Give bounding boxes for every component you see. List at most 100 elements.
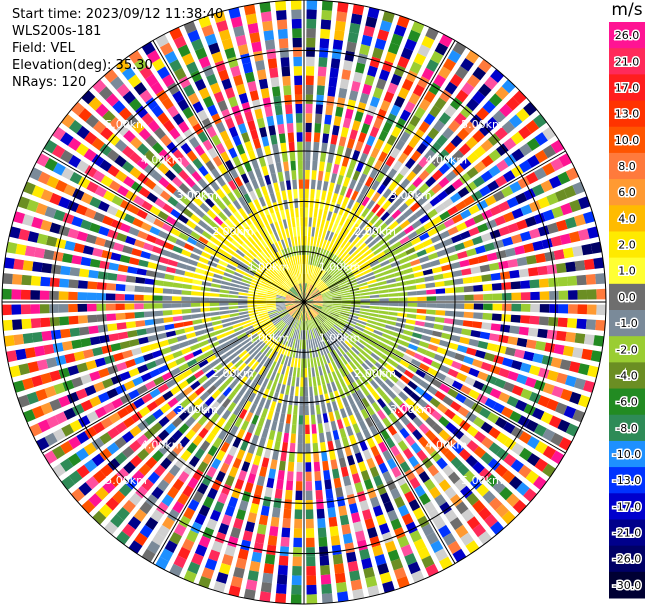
radar-gate bbox=[405, 157, 416, 170]
radar-gate bbox=[180, 142, 192, 155]
radar-gate bbox=[304, 330, 306, 340]
radar-gate bbox=[236, 428, 246, 440]
radar-gate bbox=[534, 440, 548, 455]
radar-gate bbox=[170, 208, 182, 219]
radar-gate bbox=[285, 480, 294, 491]
radar-gate bbox=[414, 208, 426, 218]
radar-gate bbox=[593, 335, 605, 347]
radar-gate bbox=[279, 311, 289, 318]
radar-gate bbox=[425, 350, 436, 359]
radar-gate bbox=[9, 226, 21, 239]
radar-gate bbox=[275, 383, 282, 393]
radar-gate bbox=[288, 328, 294, 338]
radar-gate bbox=[313, 304, 323, 307]
radar-gate bbox=[285, 414, 292, 424]
radar-gate bbox=[340, 310, 351, 314]
radar-gate bbox=[96, 303, 106, 312]
radar-gate bbox=[378, 222, 388, 232]
radar-gate bbox=[193, 273, 204, 280]
radar-gate bbox=[322, 413, 329, 423]
radar-gate bbox=[328, 182, 335, 193]
radar-gate bbox=[289, 151, 296, 162]
radar-gate bbox=[318, 313, 327, 320]
radar-gate bbox=[511, 233, 523, 244]
radar-gate bbox=[287, 237, 292, 248]
radar-gate bbox=[129, 425, 142, 438]
radar-gate bbox=[327, 507, 337, 518]
radar-gate bbox=[197, 482, 209, 495]
radar-gate bbox=[350, 307, 361, 311]
range-label: 5.00km bbox=[105, 474, 147, 487]
radar-gate bbox=[367, 239, 377, 248]
radar-gate bbox=[317, 170, 324, 181]
radar-gate bbox=[144, 414, 157, 426]
range-label: 4.00km bbox=[426, 438, 468, 451]
radar-gate bbox=[391, 354, 402, 363]
radar-gate bbox=[338, 283, 348, 289]
radar-gate bbox=[327, 253, 335, 263]
radar-gate bbox=[346, 243, 354, 253]
radar-gate bbox=[145, 326, 156, 334]
radar-gate bbox=[356, 193, 365, 204]
radar-gate bbox=[52, 463, 66, 478]
colorbar-tick-label: 26.0 bbox=[615, 29, 640, 42]
radar-gate bbox=[427, 343, 439, 352]
radar-gate bbox=[326, 278, 335, 286]
radar-gate bbox=[380, 241, 391, 250]
radar-gate bbox=[209, 293, 220, 297]
range-label: 3.00km bbox=[176, 403, 218, 416]
radar-gate bbox=[331, 544, 342, 556]
radar-gate bbox=[266, 214, 273, 225]
range-label: 2.00km bbox=[212, 225, 254, 238]
radar-gate bbox=[368, 316, 378, 321]
radar-gate bbox=[365, 16, 378, 28]
radar-gate bbox=[241, 132, 251, 143]
radar-gate bbox=[560, 202, 573, 216]
radar-gate bbox=[141, 112, 154, 126]
radar-gate bbox=[349, 414, 357, 425]
radar-gate bbox=[482, 490, 496, 504]
colorbar-segment bbox=[609, 414, 645, 442]
radar-gate bbox=[227, 180, 237, 191]
radar-gate bbox=[251, 319, 261, 325]
radar-gate bbox=[418, 255, 430, 264]
radar-gate bbox=[396, 230, 407, 240]
radar-gate bbox=[125, 321, 136, 329]
radar-gate bbox=[26, 391, 39, 405]
radar-gate bbox=[577, 304, 588, 315]
radar-gate bbox=[346, 338, 355, 346]
radar-gate bbox=[266, 369, 273, 380]
radar-gate bbox=[273, 498, 282, 509]
radar-gate bbox=[502, 357, 514, 368]
radar-gate bbox=[219, 289, 230, 294]
radar-gate bbox=[319, 346, 324, 356]
radar-gate bbox=[245, 344, 255, 352]
radar-gate bbox=[316, 180, 323, 190]
radar-gate bbox=[172, 282, 183, 289]
radar-gate bbox=[203, 246, 214, 255]
radar-gate bbox=[481, 322, 492, 330]
radar-gate bbox=[181, 308, 192, 314]
radar-gate bbox=[411, 570, 425, 583]
radar-gate bbox=[207, 147, 218, 159]
radar-gate bbox=[216, 333, 227, 340]
radar-gate bbox=[188, 455, 200, 468]
radar-gate bbox=[181, 303, 191, 308]
radar-gate bbox=[261, 136, 270, 147]
radar-gate bbox=[273, 95, 282, 106]
radar-gate bbox=[332, 326, 341, 334]
radar-gate bbox=[394, 327, 404, 334]
radar-gate bbox=[142, 242, 154, 252]
radar-gate bbox=[149, 388, 161, 399]
radar-gate bbox=[167, 397, 179, 408]
radar-gate bbox=[382, 449, 393, 462]
radar-gate bbox=[480, 361, 492, 372]
radar-gate bbox=[61, 114, 75, 128]
radar-gate bbox=[244, 452, 254, 464]
radar-gate bbox=[108, 262, 119, 271]
radar-gate bbox=[162, 74, 175, 88]
radar-gate bbox=[364, 74, 375, 86]
radar-gate bbox=[314, 317, 321, 326]
radar-gate bbox=[447, 388, 459, 399]
radar-gate bbox=[68, 315, 79, 325]
